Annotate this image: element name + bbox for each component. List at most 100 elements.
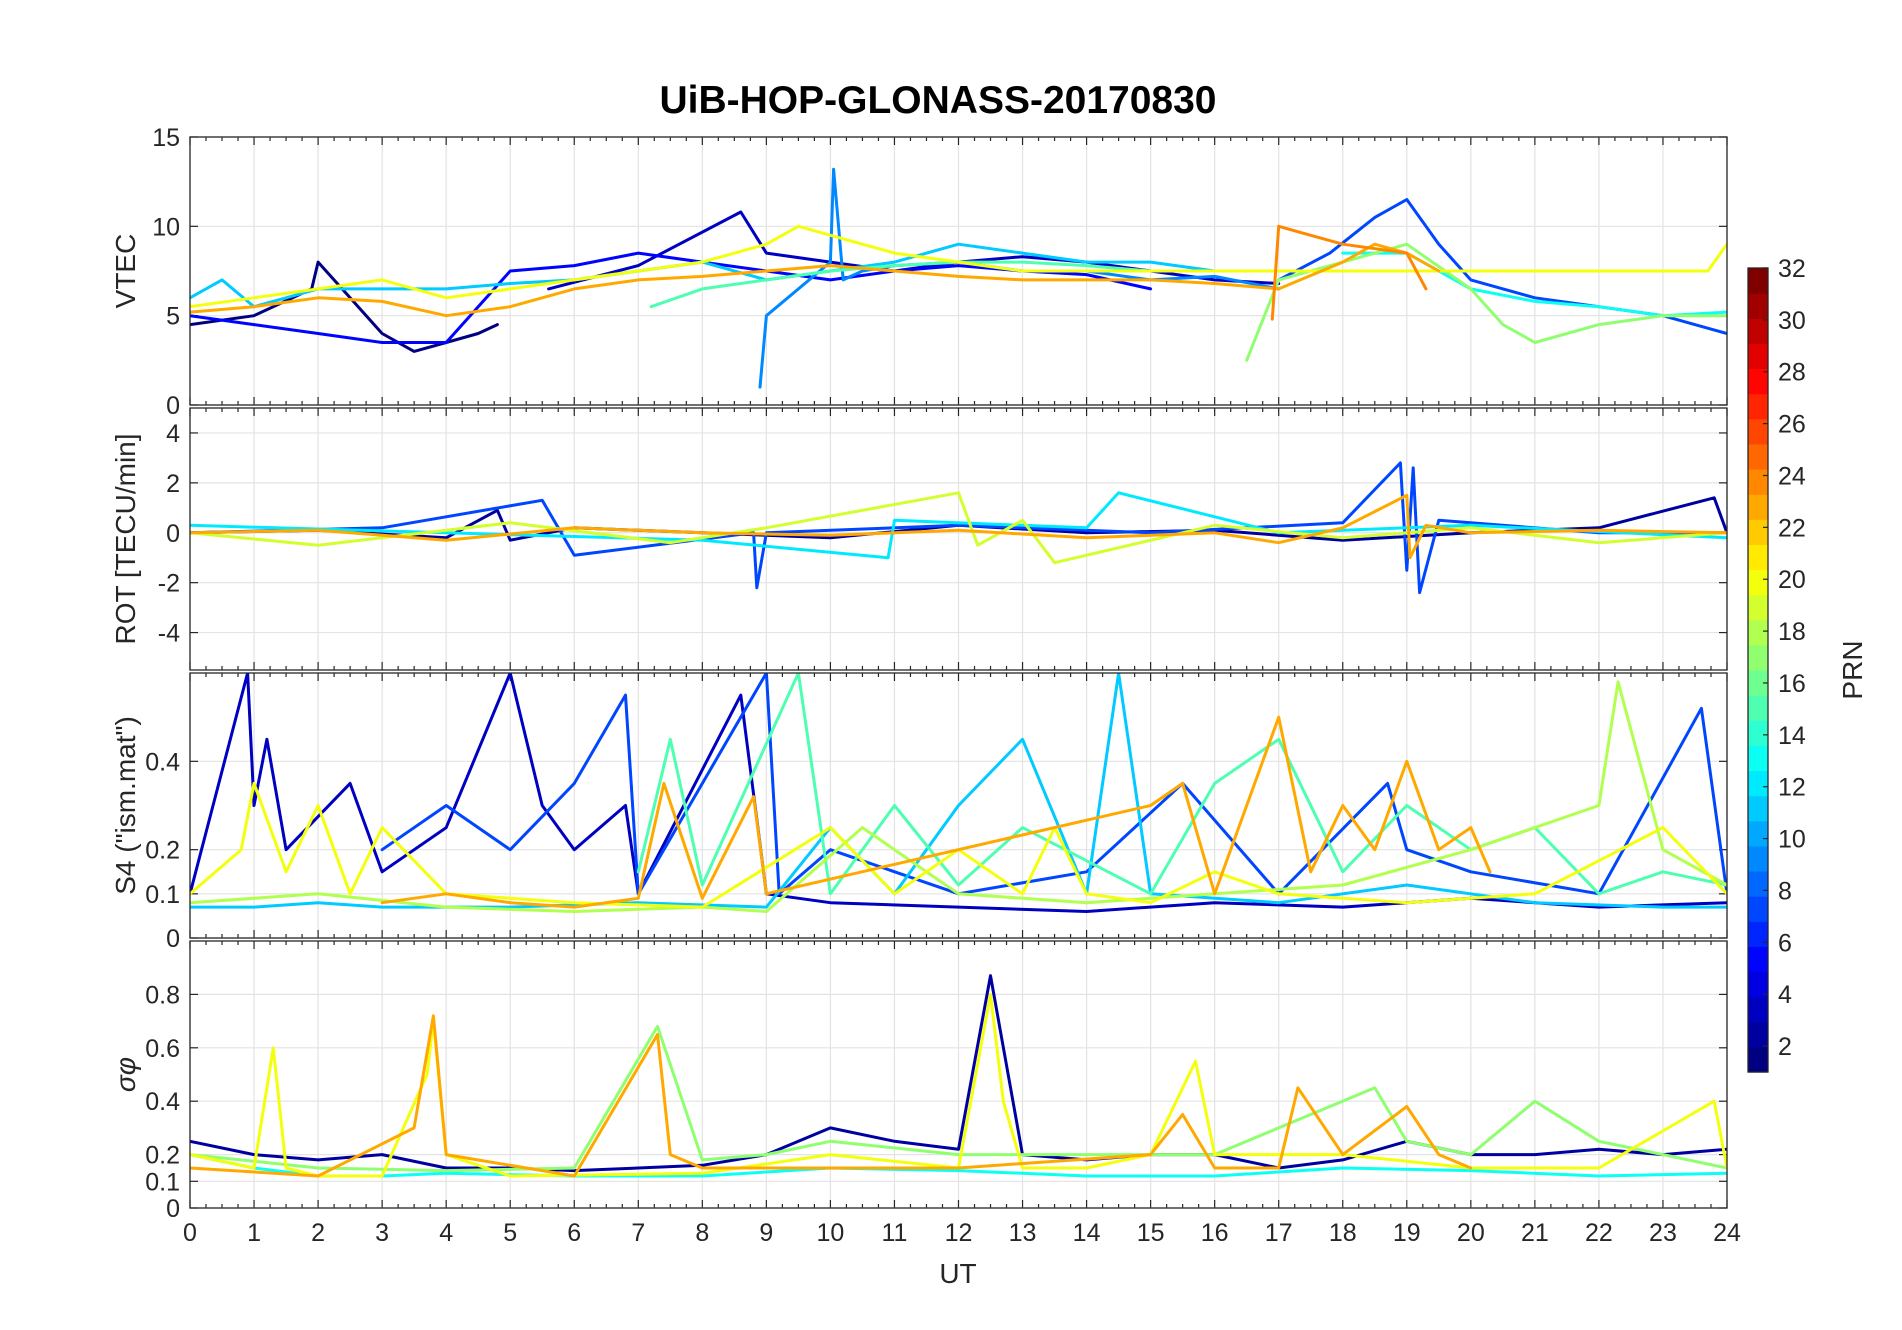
colorbar-segment [1748,293,1768,319]
colorbar-segment [1748,896,1768,922]
colorbar-segment [1748,971,1768,998]
x-tick-label: 19 [1393,1219,1421,1247]
colorbar-segment [1748,569,1768,596]
colorbar-frame [1747,267,1769,1073]
y-tick-label: 5 [166,303,180,331]
colorbar-segment [1748,544,1768,571]
colorbar-segment [1748,921,1768,947]
series-line-prn-11 [190,673,1727,909]
series-line-prn-23 [190,1014,1473,1178]
x-tick-label: 5 [503,1219,517,1247]
x-tick-label: 17 [1265,1219,1293,1247]
colorbar-segment [1748,820,1768,847]
rot-panel: -4 -2 0 2 4 ROT [TECU/min] [110,407,1728,671]
x-tick-label: 22 [1585,1219,1613,1247]
colorbar-segment [1748,368,1768,395]
y-tick-label: 0.2 [145,837,180,865]
y-tick-label: 0 [166,1195,180,1223]
colorbar-segment [1748,393,1768,420]
x-tick-label: 23 [1649,1219,1677,1247]
series-line-prn-18 [190,680,1727,913]
y-tick-label: 0.1 [145,881,180,909]
colorbar-label: PRN [1837,640,1868,699]
y-tick-label: -2 [158,570,180,598]
series-group [190,673,1727,913]
colorbar-tick-label: 26 [1778,411,1806,439]
colorbar-tick-label: 28 [1778,359,1806,387]
y-tick-label: 0.4 [145,748,180,776]
colorbar-segment [1748,770,1768,797]
y-tick-label: 0.6 [145,1035,180,1063]
colorbar-tick-label: 12 [1778,774,1806,802]
x-tick-label: 21 [1521,1219,1549,1247]
colorbar-segment [1748,946,1768,973]
y-tick-label: 15 [152,124,180,152]
colorbar-tick-label: 10 [1778,826,1806,854]
x-tick-label: 3 [375,1219,389,1247]
colorbar-segment [1748,670,1768,696]
colorbar-tick-label: 20 [1778,566,1806,594]
x-tick-label: 7 [631,1219,645,1247]
x-tick-label: 15 [1137,1219,1165,1247]
colorbar-tick-label: 32 [1778,255,1806,283]
x-tick-label: 20 [1457,1219,1485,1247]
colorbar-segment [1748,469,1768,495]
colorbar-tick-label: 6 [1778,929,1792,957]
colorbar-tick-label: 30 [1778,307,1806,335]
colorbar-tick-label: 24 [1778,462,1806,490]
y-axis-label: VTEC [110,234,141,309]
y-tick-label: -4 [158,620,180,648]
y-axis-label: σφ [110,1057,141,1092]
y-tick-label: 2 [166,470,180,498]
x-tick-label: 10 [817,1219,845,1247]
sigma-phi-panel: 00.10.2 0.4 0.6 0.8 σφ [110,940,1728,1223]
vtec-panel: 0 5 10 15 VTEC [110,124,1728,420]
x-tick-label: 8 [695,1219,709,1247]
axis-frame [189,940,1728,1209]
x-tick-label: 12 [945,1219,973,1247]
colorbar-segment [1748,268,1768,294]
series-line-prn-23 [190,493,1727,560]
colorbar-segment [1748,594,1768,621]
colorbar-tick-label: 4 [1778,981,1792,1009]
colorbar-segment [1748,695,1768,721]
series-line-prn-23 [190,242,1441,318]
colorbar-segment [1748,443,1768,470]
colorbar-tick-label: 16 [1778,670,1806,698]
x-tick-label: 6 [567,1219,581,1247]
colorbar-tick-label: 22 [1778,514,1806,542]
colorbar-segment [1748,871,1768,897]
series-line-prn-24 [1270,224,1428,321]
series-line-prn-15 [636,673,1727,896]
axis-frame [189,407,1728,671]
colorbar-segment [1748,996,1768,1023]
x-tick-label: 11 [881,1219,907,1247]
colorbar-segment [1748,845,1768,872]
x-axis-label: UT [939,1258,976,1289]
colorbar-tick-label: 2 [1778,1033,1792,1061]
colorbar-segment [1748,318,1768,344]
colorbar-segment [1748,795,1768,822]
x-tick-label: 2 [311,1219,325,1247]
y-tick-label: 0.4 [145,1088,180,1116]
series-group [190,167,1727,389]
colorbar-segment [1748,745,1768,772]
y-tick-label: 0 [166,392,180,420]
x-tick-label: 9 [759,1219,773,1247]
colorbar-segment [1748,519,1768,545]
axis-frame [189,672,1728,939]
chart-title: UiB-HOP-GLONASS-20170830 [659,79,1216,122]
colorbar-segment [1748,644,1768,671]
colorbar-tick-label: 8 [1778,877,1792,905]
y-tick-label: 0.1 [145,1168,180,1196]
y-tick-label: 0.2 [145,1142,180,1170]
colorbar-tick-label: 18 [1778,618,1806,646]
x-tick-label: 14 [1073,1219,1101,1247]
y-tick-label: 0 [166,520,180,548]
colorbar-tick-label: 14 [1778,722,1806,750]
colorbar-segment [1748,343,1768,370]
series-line-prn-20 [190,224,1727,309]
s4-panel: 0 0.1 0.2 0.4S4 ("ism.mat") [110,672,1728,953]
